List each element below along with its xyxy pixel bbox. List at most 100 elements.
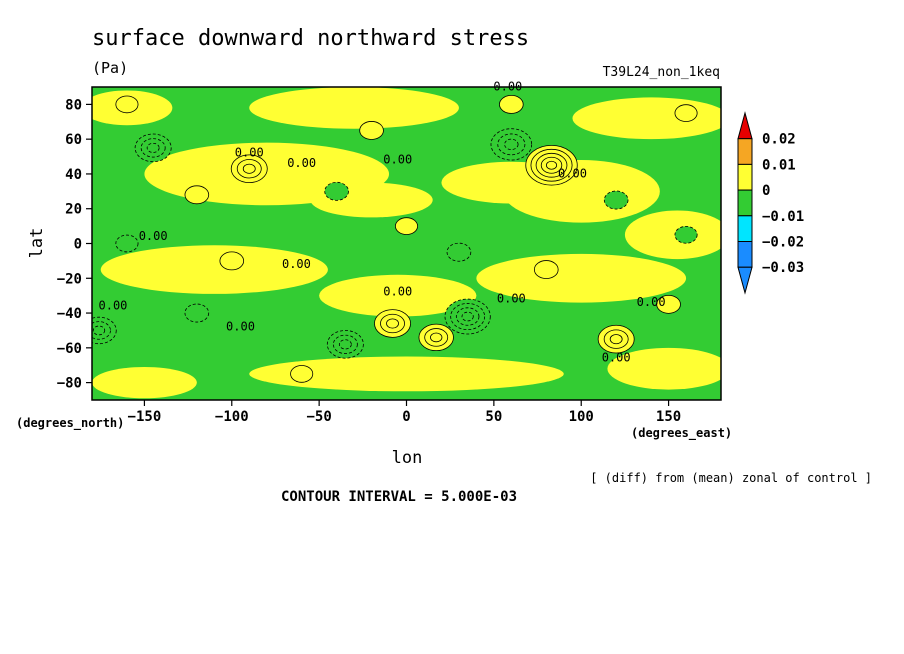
field-blob-24-3 — [444, 299, 491, 335]
contour-label-9: 0.00 — [637, 295, 666, 309]
field-blob-5-0 — [674, 226, 698, 244]
field-blob-1-0 — [290, 365, 313, 383]
field-band-1 — [249, 87, 459, 129]
contour-line-20-2 — [374, 309, 411, 338]
contour-line-23-0 — [504, 138, 519, 151]
contour-interval-text: CONTOUR INTERVAL = 5.000E-03 — [281, 489, 517, 505]
field-band-6 — [100, 245, 328, 294]
y-tick-label: −60 — [57, 341, 82, 357]
contour-line-25-2 — [535, 152, 568, 178]
contour-line-11-0 — [656, 294, 681, 314]
contour-line-16-2 — [418, 323, 454, 352]
y-unit-note: (degrees_north) — [16, 416, 124, 431]
field-blob-4-0 — [115, 235, 139, 252]
y-tick-label: −80 — [57, 376, 82, 392]
contour-line-8-0 — [184, 185, 210, 205]
y-tick-label: 20 — [65, 202, 82, 218]
field-blob-14-0 — [184, 304, 209, 323]
contour-line-18-0 — [242, 163, 256, 174]
contour-line-2-0 — [674, 104, 698, 122]
field-blob-8-0 — [184, 185, 209, 204]
chart-title: surface downward northward stress — [92, 26, 529, 51]
contour-line-17-2 — [92, 316, 117, 345]
contour-line-1-0 — [290, 365, 314, 383]
contour-label-8: 0.00 — [497, 292, 526, 306]
field-blob-17-2 — [92, 317, 117, 344]
y-tick-label: 80 — [65, 97, 82, 113]
field-blobs — [92, 87, 721, 399]
field-blob-25-4 — [525, 145, 578, 186]
contour-label-1: 0.00 — [287, 156, 316, 170]
field-band-8 — [249, 356, 564, 392]
contour-line-7-0 — [359, 121, 384, 140]
field-blob-20-2 — [374, 309, 411, 338]
y-axis-ticks: 80 60 40 20 0 −20 −40 −60 −80 — [57, 97, 92, 392]
field-blob-21-2 — [598, 325, 635, 353]
field-blob-7-0 — [359, 121, 384, 140]
contour-line-21-2 — [597, 324, 635, 354]
field-band-10 — [92, 366, 197, 399]
field-blob-23-2 — [490, 128, 532, 161]
y-axis-label: lat — [27, 228, 47, 259]
contour-label-6: 0.00 — [282, 257, 311, 271]
colorbar-segment — [737, 163, 753, 191]
contour-line-25-0 — [545, 160, 558, 170]
contour-line-18-1 — [236, 159, 262, 179]
contour-line-19-1 — [140, 138, 166, 158]
contour-line-6-0 — [499, 94, 524, 114]
contour-line-22-1 — [332, 334, 358, 354]
field-blob-10-0 — [534, 260, 559, 279]
contour-line-20-0 — [386, 318, 399, 329]
contour-line-23-1 — [497, 133, 526, 156]
contour-line-12-0 — [603, 190, 629, 210]
contour-line-25-1 — [540, 156, 563, 174]
contour-line-21-0 — [609, 334, 623, 345]
contour-line-25-4 — [525, 144, 578, 186]
contour-label-4: 0.00 — [558, 166, 587, 180]
field-blob-2-0 — [674, 104, 698, 122]
x-unit-note: (degrees_east) — [631, 426, 732, 441]
x-tick-label: 0 — [402, 409, 410, 425]
y-tick-label: 0 — [74, 237, 82, 253]
contour-line-24-0 — [461, 311, 474, 322]
contour-label-3: 0.00 — [383, 153, 412, 167]
colorbar-segment — [737, 138, 753, 165]
contour-line-21-1 — [603, 329, 629, 349]
field-band-7 — [476, 253, 687, 303]
field-blob-9-0 — [219, 251, 244, 270]
field-blob-0-0 — [395, 217, 418, 235]
contour-label-7: 0.00 — [383, 285, 412, 299]
colorbar-label: −0.02 — [762, 235, 804, 251]
contour-label-5: 0.00 — [139, 229, 168, 243]
x-tick-label: 50 — [485, 409, 502, 425]
field-band-2 — [572, 97, 721, 140]
contour-label-0: 0.00 — [235, 146, 264, 160]
field-blob-6-0 — [499, 95, 524, 114]
field-blob-19-2 — [135, 134, 172, 162]
x-tick-label: 100 — [569, 409, 594, 425]
field-blob-15-0 — [324, 182, 349, 201]
contour-line-20-1 — [380, 313, 405, 334]
contour-line-24-3 — [444, 298, 491, 335]
colorbar-segment — [737, 215, 753, 243]
colorbar-label: 0.01 — [762, 157, 796, 173]
contour-label-10: 0.00 — [99, 299, 128, 313]
contour-line-19-0 — [146, 142, 160, 153]
contour-line-19-2 — [134, 133, 172, 163]
plot-field — [92, 87, 721, 400]
contour-line-23-2 — [490, 128, 533, 161]
contour-line-24-2 — [450, 303, 486, 331]
x-tick-label: 150 — [656, 409, 681, 425]
description-note: [ (diff) from (mean) zonal of control ] — [590, 471, 872, 485]
field-blob-12-0 — [604, 191, 629, 210]
field-band-11 — [624, 210, 721, 260]
contour-line-5-0 — [674, 225, 698, 244]
colorbar-label: 0 — [762, 183, 770, 199]
contour-line-24-1 — [455, 307, 480, 326]
contour-line-13-0 — [446, 242, 472, 262]
contour-line-14-0 — [184, 303, 210, 323]
colorbar-segment — [737, 241, 753, 268]
colorbar-label: 0.02 — [762, 132, 796, 148]
contour-line-3-0 — [115, 95, 139, 114]
contour-line-22-0 — [338, 339, 352, 350]
